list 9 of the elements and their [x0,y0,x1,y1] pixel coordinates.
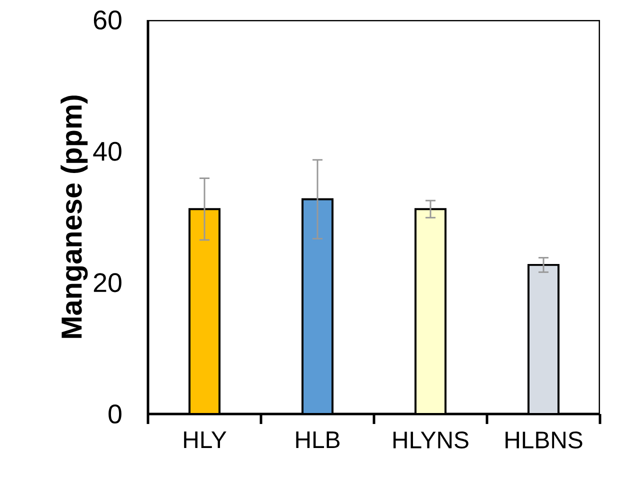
y-tick-label: 20 [94,273,122,292]
x-tick-label: HLB [296,432,340,448]
x-tick-label: HLY [184,432,226,448]
x-tick-label: HLYNS [393,432,468,448]
y-tick-label: 60 [94,10,122,30]
x-tick-label: HLBNS [506,432,582,448]
y-axis-title: Manganese (ppm) [60,96,88,338]
y-tick-label: 40 [93,142,122,161]
y-tick-label: 0 [108,404,122,424]
